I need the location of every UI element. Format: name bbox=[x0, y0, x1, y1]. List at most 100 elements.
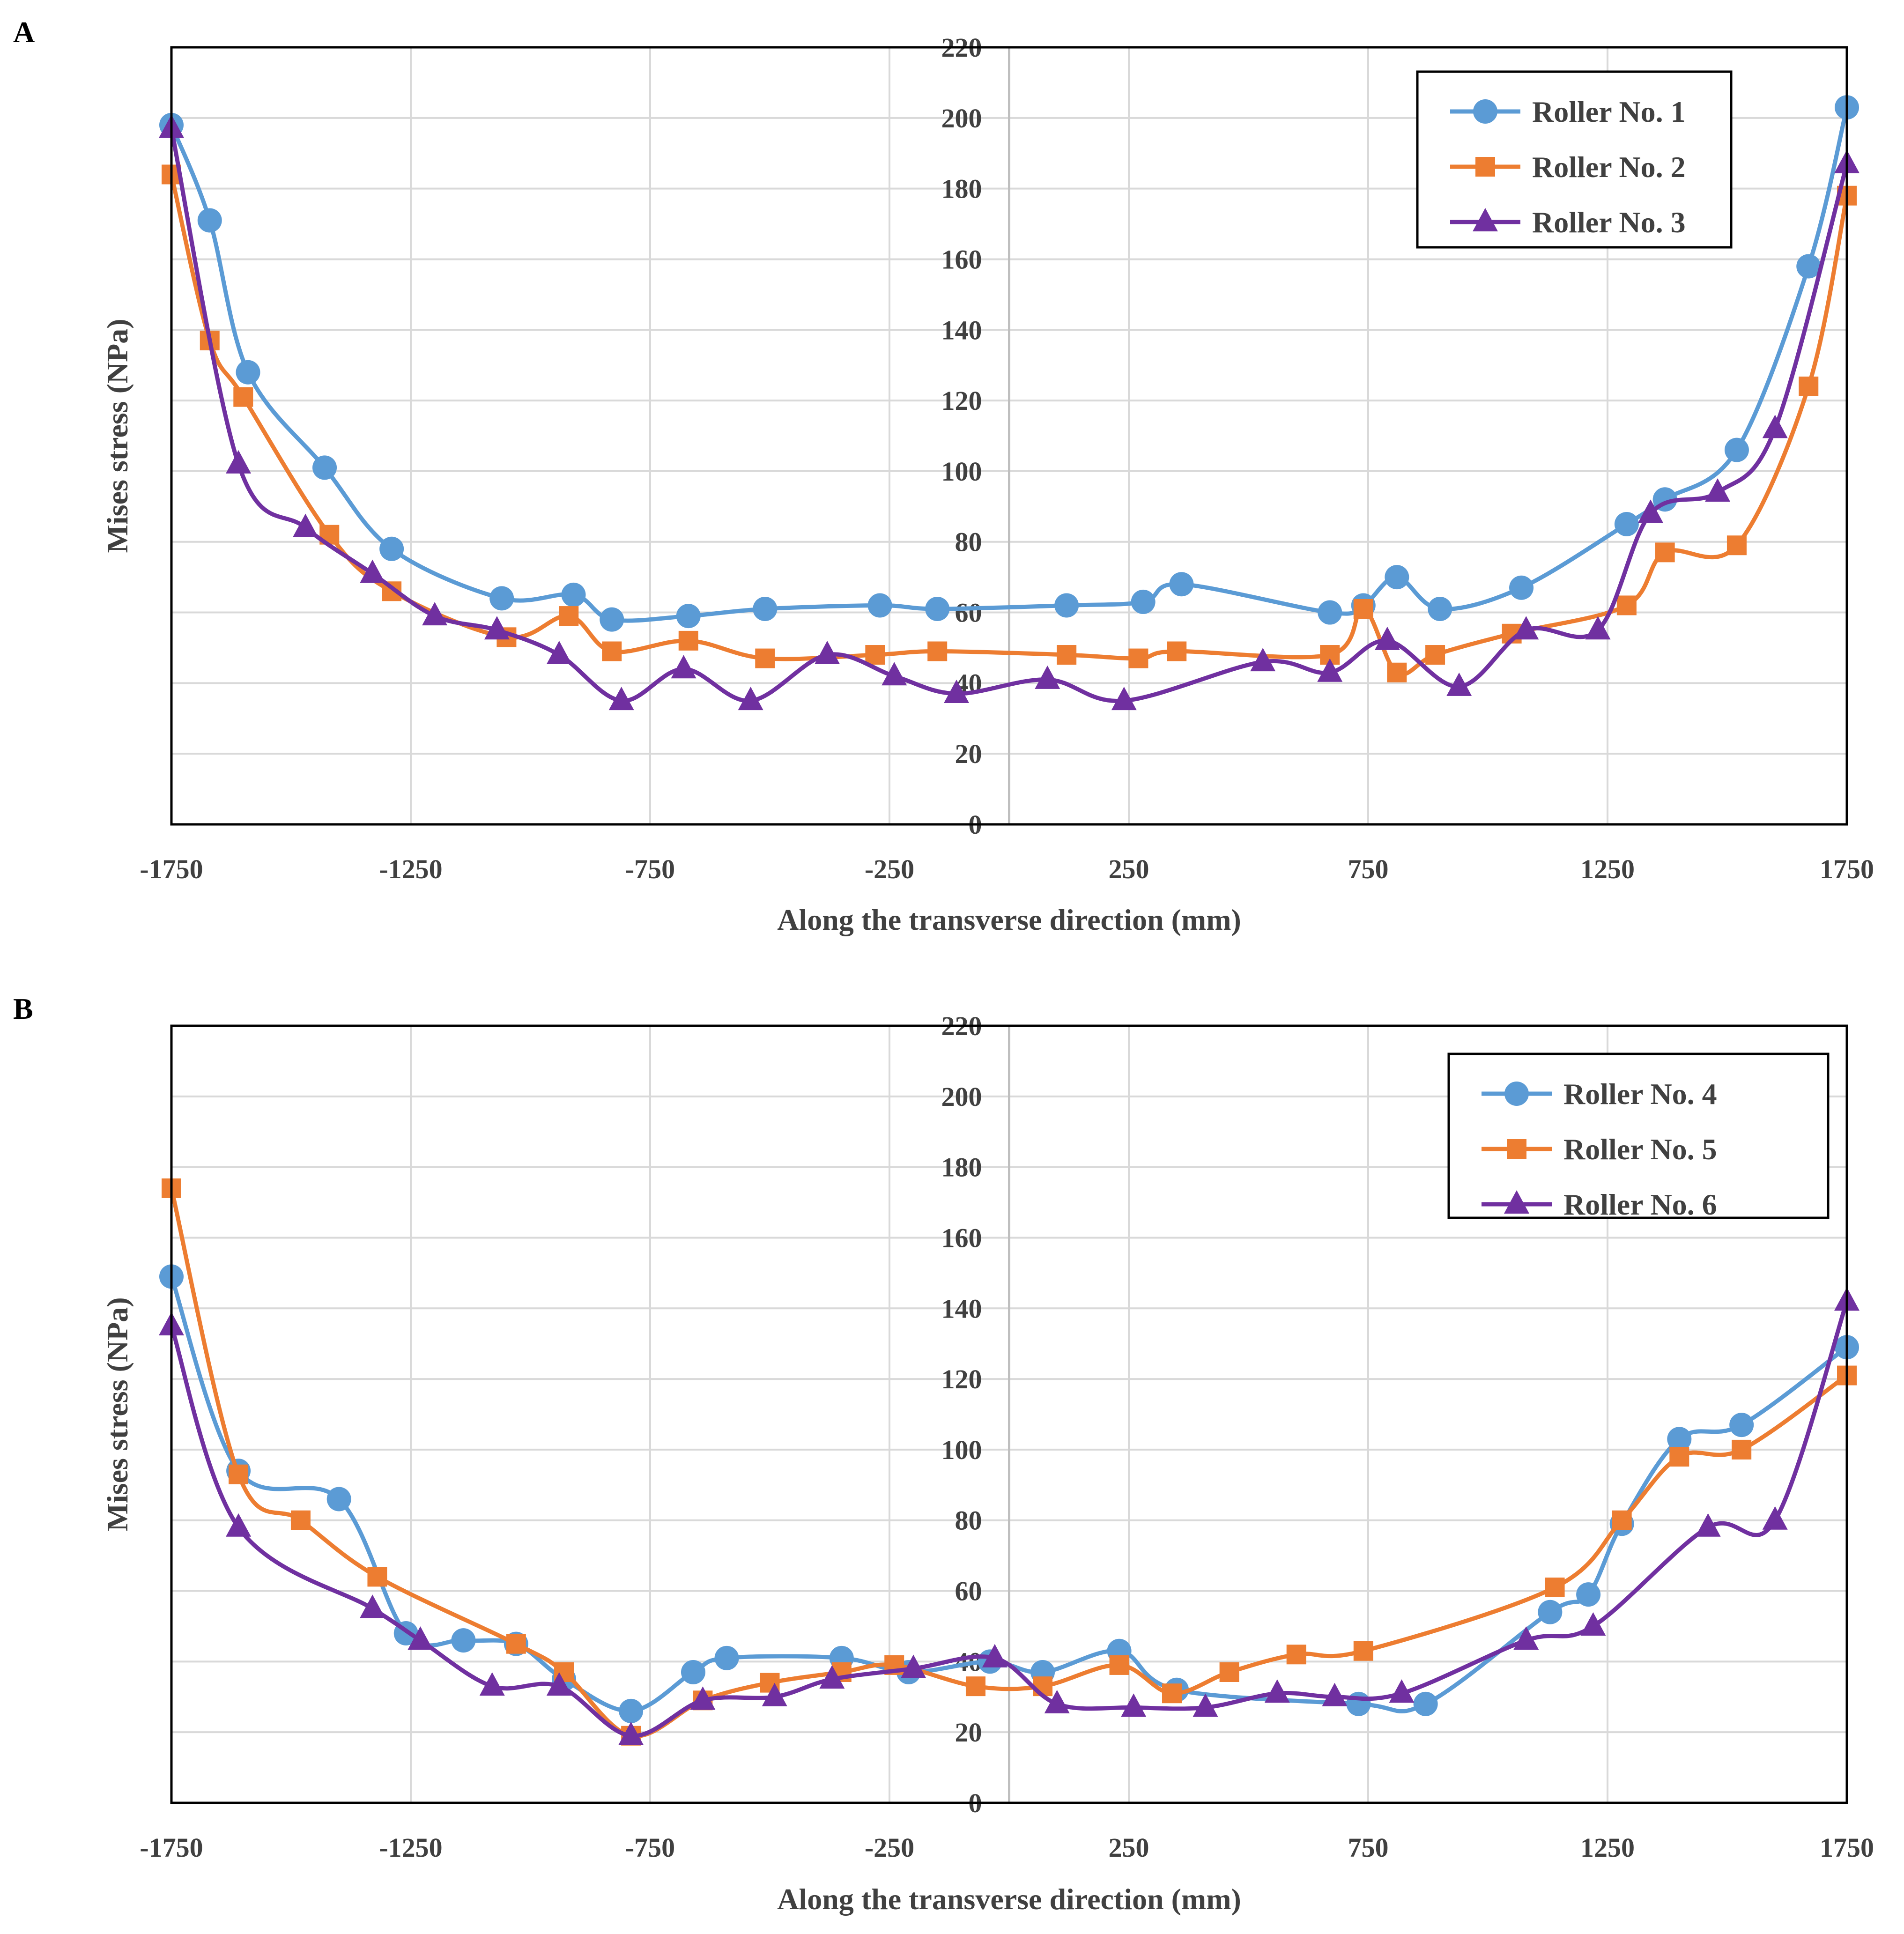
legend: Roller No. 4 Roller No. 5 Roller No. 6 bbox=[1447, 1052, 1830, 1221]
legend-marker bbox=[1473, 99, 1497, 124]
data-point bbox=[1121, 1693, 1147, 1717]
data-point bbox=[1614, 512, 1639, 537]
legend-label: Roller No. 2 bbox=[1532, 150, 1686, 184]
y-tick-label: 20 bbox=[955, 1717, 982, 1748]
data-point bbox=[1219, 1662, 1239, 1682]
data-point bbox=[1428, 597, 1452, 622]
data-point bbox=[561, 582, 586, 607]
data-point bbox=[451, 1628, 476, 1653]
data-point bbox=[360, 1594, 385, 1618]
data-point bbox=[1169, 572, 1194, 597]
legend-marker bbox=[1473, 208, 1498, 231]
data-point bbox=[1762, 415, 1788, 438]
data-point bbox=[236, 360, 260, 385]
data-point bbox=[819, 1665, 845, 1689]
x-tick-label: -1750 bbox=[140, 1832, 203, 1863]
data-point bbox=[1799, 376, 1819, 396]
data-point bbox=[546, 1672, 572, 1696]
data-point bbox=[690, 1686, 716, 1710]
data-point bbox=[1057, 645, 1077, 665]
legend-label: Roller No. 1 bbox=[1532, 95, 1686, 128]
data-point bbox=[1667, 1427, 1692, 1452]
y-tick-label: 60 bbox=[955, 1576, 982, 1607]
y-tick-label: 120 bbox=[941, 1364, 982, 1394]
data-point bbox=[738, 687, 763, 711]
data-point bbox=[944, 679, 970, 703]
data-point bbox=[489, 586, 514, 611]
legend-marker bbox=[1504, 1082, 1529, 1106]
data-point bbox=[1726, 535, 1747, 556]
data-point bbox=[867, 593, 892, 618]
data-point bbox=[1250, 648, 1276, 672]
data-point bbox=[1044, 1689, 1070, 1713]
y-axis-title: Mises stress (NPa) bbox=[101, 1297, 134, 1531]
x-axis-title: Along the transverse direction (mm) bbox=[777, 1882, 1241, 1916]
data-point bbox=[619, 1698, 644, 1723]
data-point bbox=[1762, 1506, 1788, 1530]
legend-box bbox=[1416, 70, 1733, 249]
data-point bbox=[1616, 595, 1637, 615]
data-point bbox=[1389, 1679, 1415, 1703]
data-point bbox=[546, 641, 572, 665]
data-point bbox=[1346, 1691, 1371, 1716]
data-point bbox=[982, 1644, 1008, 1667]
x-tick-label: -250 bbox=[865, 1832, 914, 1863]
data-point bbox=[714, 1645, 739, 1670]
legend-label: Roller No. 6 bbox=[1563, 1188, 1717, 1221]
x-tick-label: 1250 bbox=[1580, 1832, 1635, 1863]
data-point bbox=[1545, 1578, 1565, 1598]
legend-box bbox=[1447, 1052, 1830, 1219]
x-tick-label: -750 bbox=[625, 1832, 675, 1863]
y-tick-label: 200 bbox=[941, 1082, 982, 1112]
legend-label: Roller No. 3 bbox=[1532, 206, 1686, 239]
y-tick-label: 180 bbox=[941, 1152, 982, 1183]
data-point bbox=[755, 648, 775, 668]
data-point bbox=[1796, 254, 1821, 279]
data-point bbox=[965, 1676, 985, 1697]
data-point bbox=[1580, 1612, 1606, 1636]
data-point bbox=[901, 1654, 926, 1678]
data-point bbox=[600, 607, 624, 632]
data-point bbox=[1264, 1679, 1290, 1703]
x-tick-label: -1750 bbox=[140, 854, 203, 884]
data-point bbox=[1131, 589, 1156, 614]
y-tick-label: 160 bbox=[941, 1223, 982, 1253]
data-point bbox=[229, 1464, 249, 1484]
x-tick-label: 1750 bbox=[1820, 854, 1874, 884]
legend: Roller No. 1 Roller No. 2 Roller No. 3 bbox=[1416, 70, 1733, 249]
data-point bbox=[226, 1513, 252, 1537]
data-point bbox=[678, 630, 698, 651]
data-point bbox=[379, 536, 404, 561]
data-point bbox=[671, 655, 696, 679]
x-tick-label: 1250 bbox=[1580, 854, 1635, 884]
data-point bbox=[753, 597, 778, 622]
data-point bbox=[676, 604, 701, 629]
legend-marker bbox=[1504, 1190, 1529, 1214]
data-point bbox=[1413, 1691, 1438, 1716]
data-point bbox=[1054, 593, 1079, 618]
data-point bbox=[1128, 648, 1148, 668]
data-point bbox=[1374, 626, 1400, 650]
x-tick-label: 750 bbox=[1348, 1832, 1389, 1863]
data-point bbox=[1637, 499, 1663, 523]
data-point bbox=[1035, 665, 1060, 689]
data-point bbox=[293, 513, 319, 537]
data-point bbox=[1729, 1413, 1754, 1438]
data-point bbox=[1724, 437, 1749, 462]
data-point bbox=[1317, 658, 1343, 682]
y-tick-label: 60 bbox=[955, 598, 982, 628]
data-point bbox=[1353, 599, 1373, 619]
x-tick-label: -750 bbox=[625, 854, 675, 884]
data-point bbox=[1705, 478, 1731, 502]
y-tick-label: 160 bbox=[941, 244, 982, 274]
x-tick-label: -1250 bbox=[379, 1832, 442, 1863]
y-axis-title: Mises stress (NPa) bbox=[101, 319, 134, 553]
y-tick-label: 140 bbox=[941, 315, 982, 345]
data-point bbox=[1538, 1600, 1563, 1624]
data-point bbox=[1109, 1655, 1129, 1675]
data-point bbox=[1167, 641, 1187, 661]
y-tick-label: 200 bbox=[941, 103, 982, 133]
data-point bbox=[1509, 575, 1534, 600]
